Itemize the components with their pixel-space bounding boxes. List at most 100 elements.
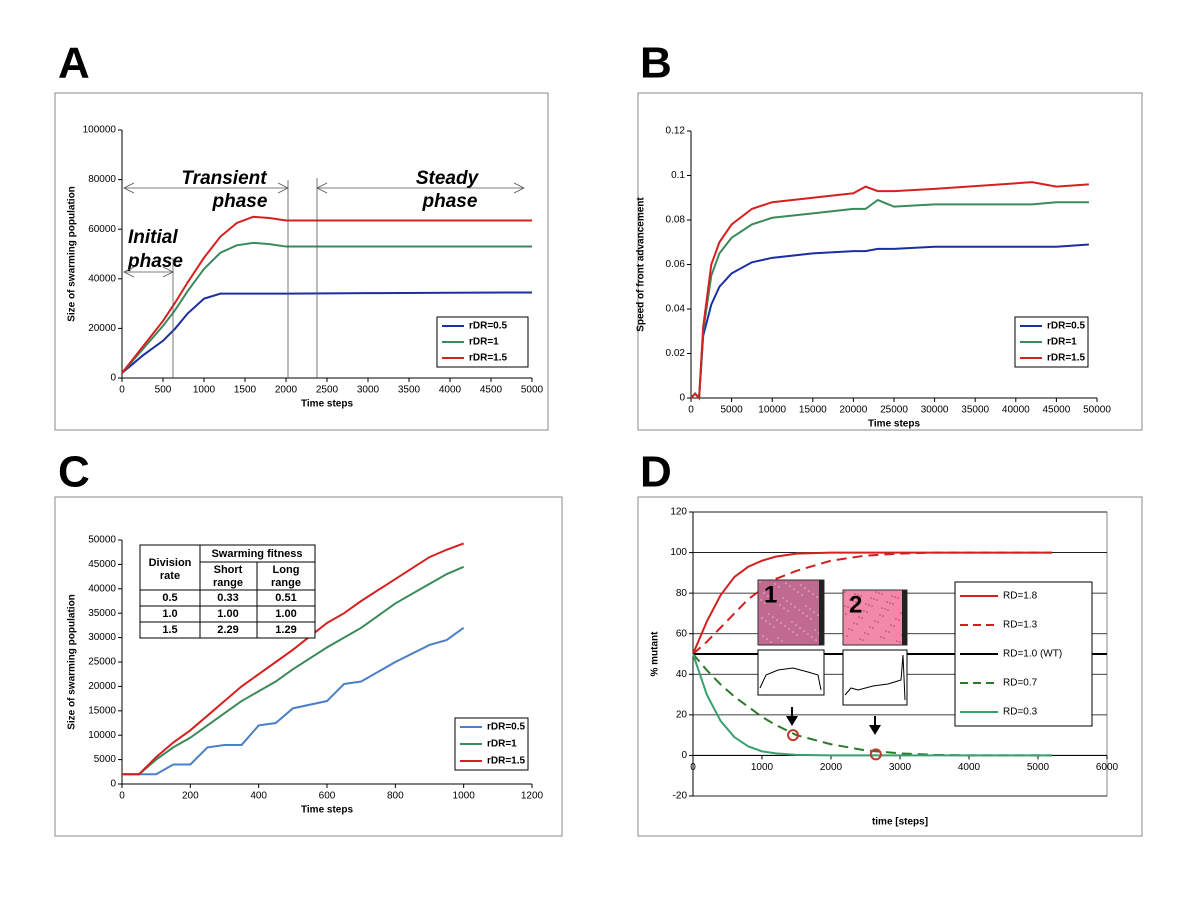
inset-speckle — [799, 627, 801, 629]
x-tick-label: 4000 — [439, 385, 462, 396]
inset-speckle — [884, 608, 886, 610]
y-axis-label: Size of swarming population — [67, 186, 78, 322]
inset-label: 1 — [764, 581, 777, 608]
y-tick-label: 40000 — [88, 273, 116, 284]
y-tick-label: 5000 — [94, 754, 117, 765]
table-header-line: range — [271, 577, 301, 589]
table-header: Short range — [213, 564, 243, 589]
y-tick-label: 0 — [679, 393, 685, 404]
inset-speckle — [849, 599, 851, 601]
inset-speckle — [808, 590, 810, 592]
y-tick-label: 100000 — [83, 125, 117, 136]
inset-speckle — [796, 634, 798, 636]
y-tick-label: 0.02 — [666, 348, 686, 359]
inset-speckle — [881, 593, 883, 595]
table-cell: 1.5 — [162, 624, 177, 636]
inset-speckle — [770, 641, 772, 643]
inset-label: 2 — [849, 591, 862, 618]
inset-speckle — [844, 591, 846, 593]
table-header-line: rate — [160, 570, 180, 582]
inset-speckle — [882, 615, 884, 617]
inset-speckle — [776, 619, 778, 621]
inset-speckle — [858, 616, 860, 618]
inset-speckle — [891, 595, 893, 597]
x-tick-label: 1000 — [453, 791, 476, 802]
panel-frame — [54, 496, 563, 837]
arrowhead — [162, 266, 174, 278]
inset-speckle — [789, 585, 791, 587]
inset-speckle — [778, 586, 780, 588]
inset-speckle — [803, 630, 805, 632]
y-tick-label: 45000 — [88, 559, 116, 570]
y-tick-label: 35000 — [88, 608, 116, 619]
inset-speckle — [810, 618, 812, 620]
y-tick-label: 80 — [676, 588, 688, 599]
arrowhead — [277, 182, 289, 194]
inset-edge — [902, 590, 907, 645]
x-tick-label: 4000 — [958, 762, 981, 773]
inset-speckle — [847, 606, 849, 608]
panel-letter: A — [58, 39, 90, 88]
x-tick-label: 50000 — [1083, 405, 1111, 416]
inset-speckle — [815, 639, 817, 641]
table-cell: 0.51 — [275, 592, 296, 604]
x-tick-label: 1200 — [521, 791, 544, 802]
x-tick-label: 2000 — [275, 385, 298, 396]
x-tick-label: 10000 — [758, 405, 786, 416]
annotation: phase — [422, 191, 478, 212]
x-tick-label: 0 — [688, 405, 694, 416]
inset-speckle — [816, 596, 818, 598]
x-tick-label: 600 — [319, 791, 336, 802]
x-tick-label: 35000 — [961, 405, 989, 416]
inset-speckle — [761, 617, 763, 619]
inset-speckle — [851, 629, 853, 631]
inset-speckle — [794, 606, 796, 608]
inset-speckle — [774, 583, 776, 585]
inset-speckle — [850, 607, 852, 609]
x-tick-label: 2500 — [316, 385, 339, 396]
inset-speckle — [766, 638, 768, 640]
x-tick-label: 30000 — [921, 405, 949, 416]
legend-label: RD=1.3 — [1003, 620, 1038, 631]
legend-label: rDR=0.5 — [469, 321, 508, 332]
x-tick-label: 1500 — [234, 385, 257, 396]
inset-speckle — [848, 628, 850, 630]
inset-speckle — [772, 616, 774, 618]
legend-label: RD=1.8 — [1003, 591, 1038, 602]
x-tick-label: 800 — [387, 791, 404, 802]
inset-speckle — [788, 628, 790, 630]
y-tick-label: 0.08 — [666, 215, 686, 226]
inset-speckle — [785, 582, 787, 584]
inset-speckle — [800, 584, 802, 586]
inset-speckle — [892, 603, 894, 605]
inset-speckle — [805, 605, 807, 607]
x-tick-label: 3500 — [398, 385, 421, 396]
inset-speckle — [793, 588, 795, 590]
inset-speckle — [780, 622, 782, 624]
y-tick-label: 0.04 — [666, 304, 686, 315]
inset-speckle — [863, 610, 865, 612]
arrowhead — [123, 182, 135, 194]
series-line — [121, 215, 532, 374]
x-axis-label: time [steps] — [872, 817, 928, 828]
inset-speckle — [764, 602, 766, 604]
y-tick-label: 20 — [676, 709, 688, 720]
x-tick-label: 5000 — [521, 385, 544, 396]
x-tick-label: 6000 — [1096, 762, 1119, 773]
inset-speckle — [809, 608, 811, 610]
table-cell: 0.33 — [217, 592, 238, 604]
inset-speckle — [804, 587, 806, 589]
inset-speckle — [759, 581, 761, 583]
inset-speckle — [890, 624, 892, 626]
inset-speckle — [763, 592, 765, 594]
inset-speckle — [887, 609, 889, 611]
legend-label: rDR=1.5 — [487, 756, 526, 767]
y-tick-label: 40000 — [88, 583, 116, 594]
inset-speckle — [768, 613, 770, 615]
inset-speckle — [900, 612, 902, 614]
inset-speckle — [869, 626, 871, 628]
inset-speckle — [877, 621, 879, 623]
inset-speckle — [802, 612, 804, 614]
panel-frame — [637, 92, 1143, 431]
y-tick-label: 0 — [110, 779, 116, 790]
